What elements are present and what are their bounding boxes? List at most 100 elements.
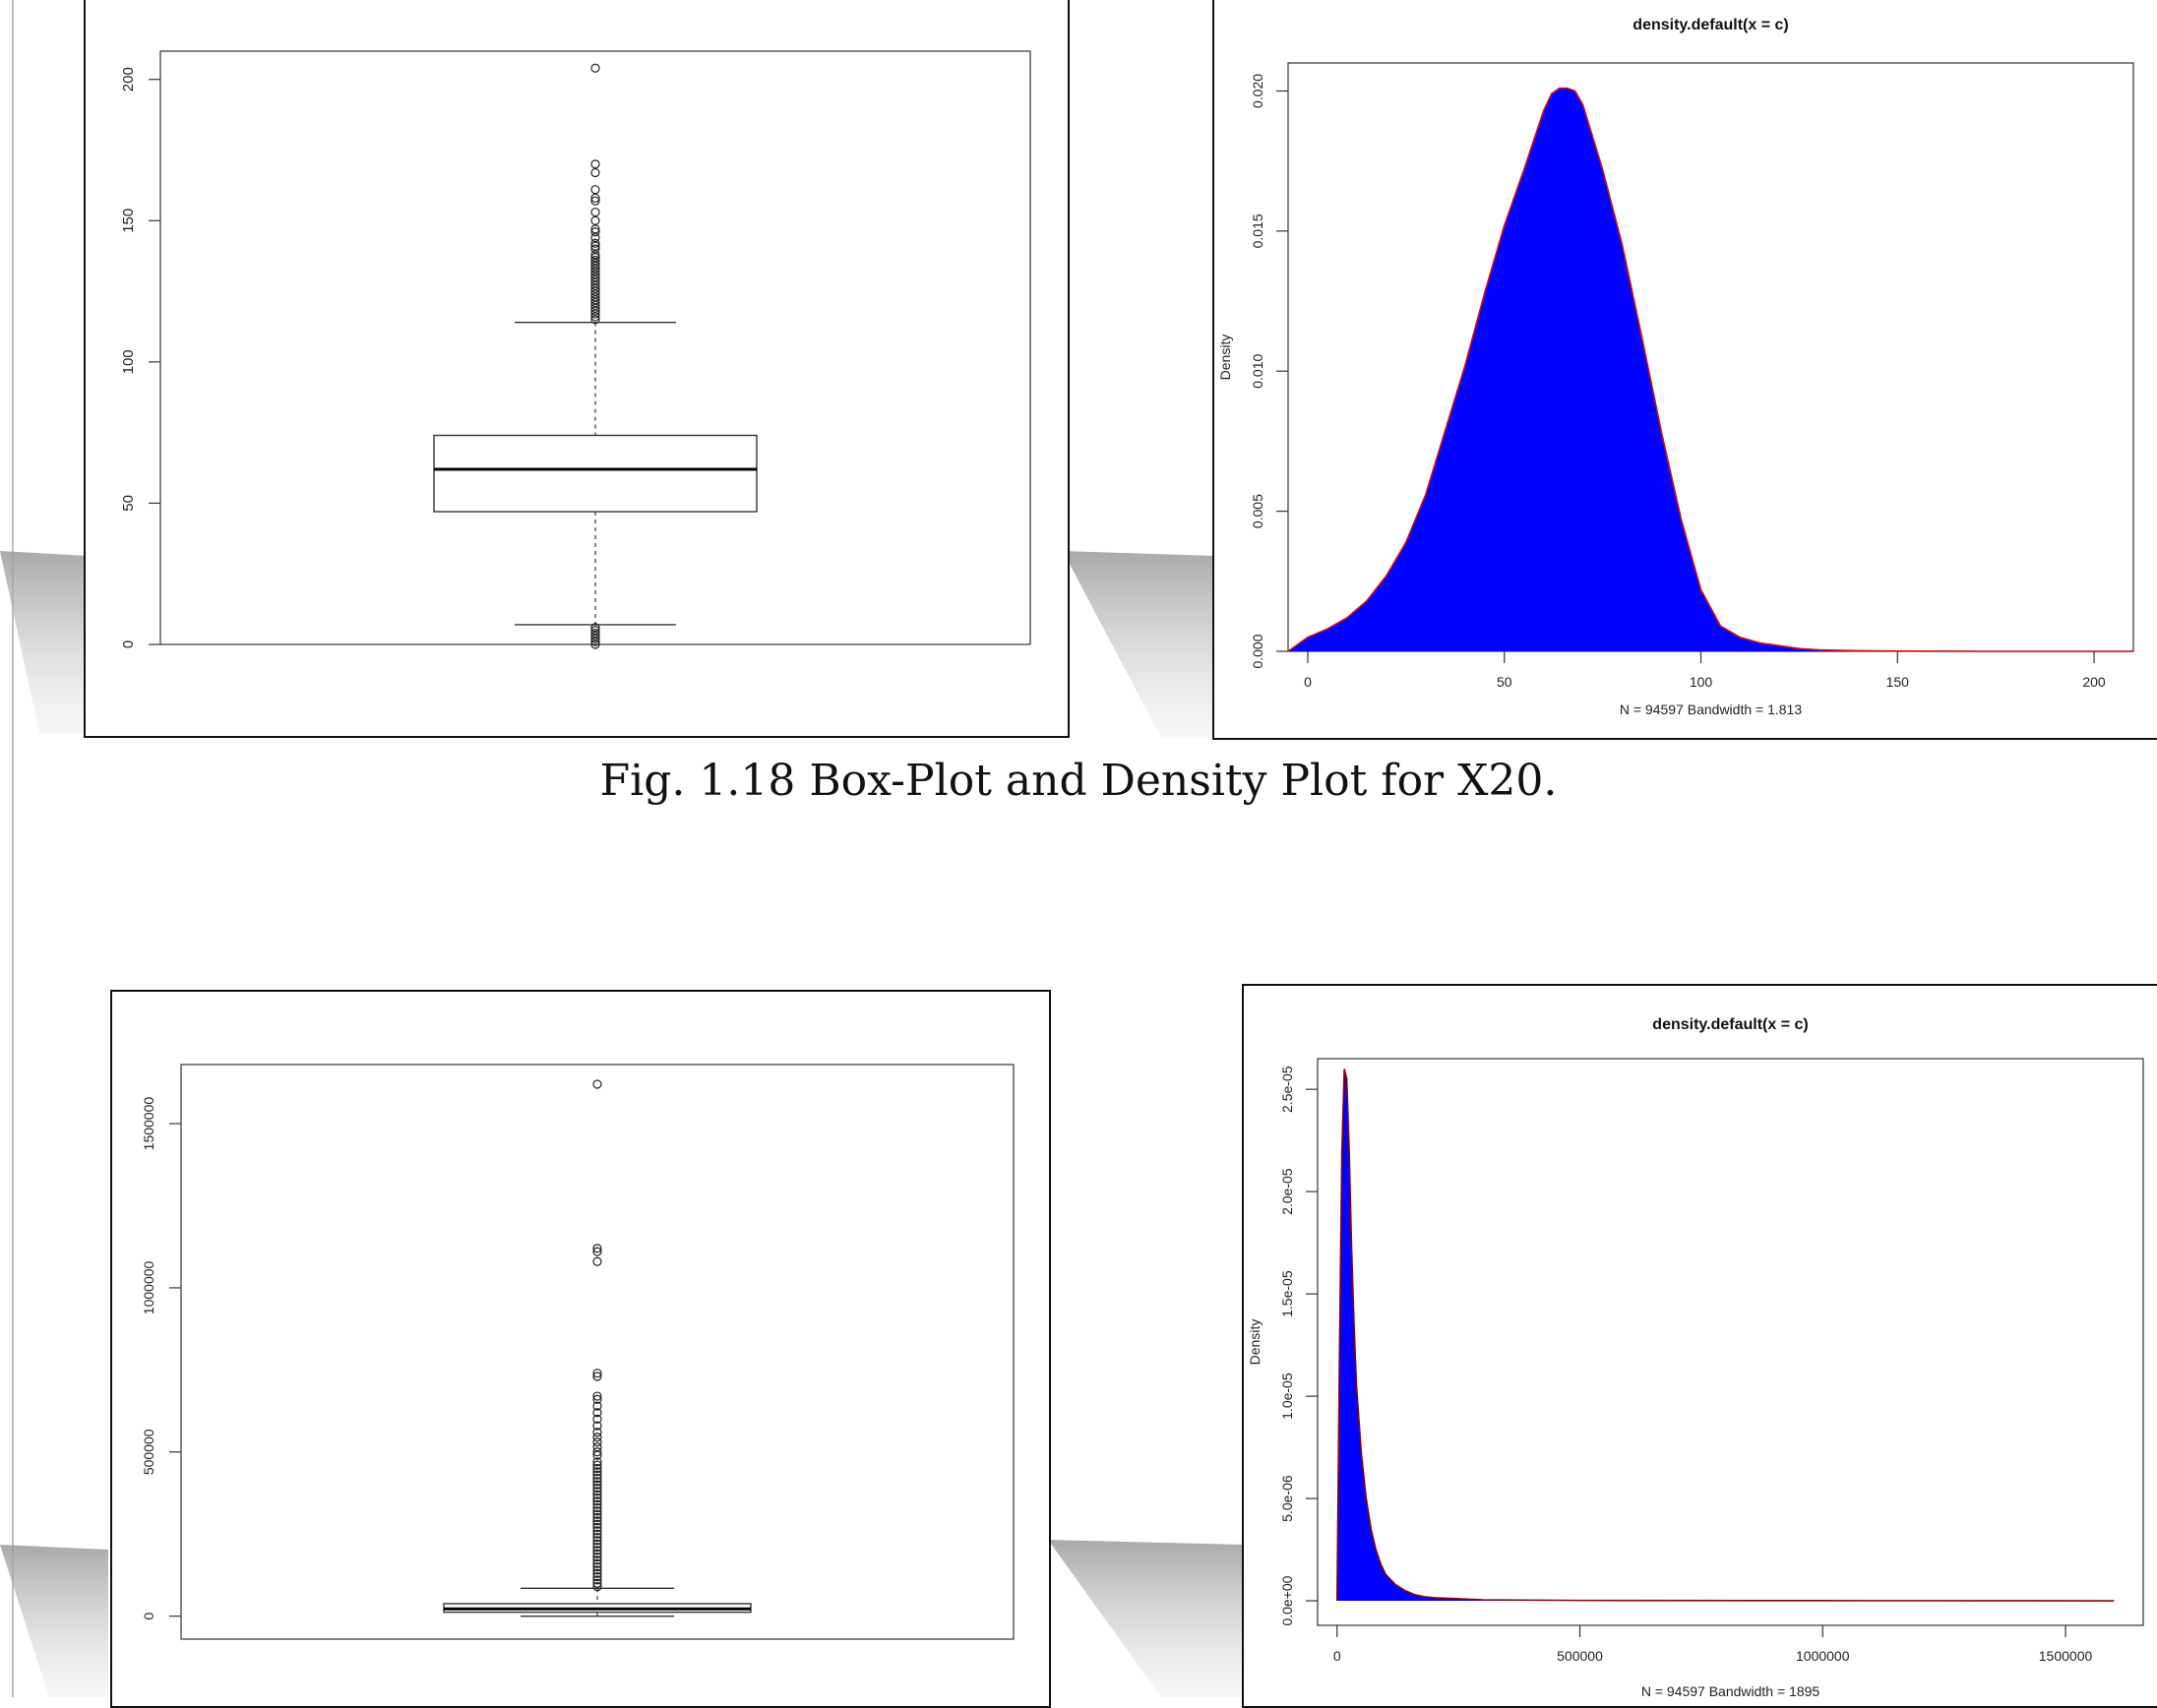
outlier-point	[592, 1480, 602, 1490]
outlier-point	[592, 1493, 602, 1503]
y-tick-label: 1.0e-05	[1279, 1372, 1295, 1420]
y-tick-label: 50	[120, 495, 137, 512]
density-area	[1336, 1068, 2115, 1602]
outlier-point	[590, 215, 600, 225]
y-tick-label: 100	[120, 349, 137, 374]
outlier-point	[592, 1529, 602, 1539]
plot-frame	[1317, 1058, 2144, 1626]
outlier-point	[592, 1496, 602, 1506]
density-panel-second: density.default(x = c) 0 500000 1000000 1500…	[1242, 984, 2157, 1708]
outlier-point	[590, 258, 600, 268]
page-left-rule	[12, 0, 14, 1697]
outlier-point	[590, 306, 600, 316]
outlier-point	[592, 1539, 602, 1549]
outlier-point	[592, 1509, 602, 1519]
outlier-point	[592, 1079, 602, 1089]
outlier-point	[590, 637, 600, 646]
outlier-point	[592, 1256, 602, 1266]
density-x20-chart: density.default(x = c) 0 50 100 150 200 0.000 0…	[1217, 17, 2134, 717]
x-tick-label: 150	[1886, 674, 1910, 690]
x-tick-label: 100	[1690, 674, 1713, 690]
outlier-point	[590, 628, 600, 639]
outlier-point	[592, 1391, 602, 1401]
outlier-point	[592, 1244, 602, 1253]
iqr-box	[433, 434, 758, 513]
outlier-point	[592, 1460, 602, 1470]
outlier-point	[590, 297, 600, 308]
outlier-point	[592, 1428, 602, 1437]
outlier-point	[592, 1536, 602, 1546]
outlier-point	[592, 1414, 602, 1425]
outlier-point	[590, 286, 600, 296]
outlier-point	[592, 1473, 602, 1484]
outlier-point	[590, 303, 600, 313]
y-tick-label: 0	[120, 640, 137, 648]
outlier-point	[592, 1442, 602, 1452]
outlier-point	[590, 253, 600, 263]
y-tick-label: 5.0e-06	[1279, 1475, 1295, 1522]
boxplot-second-chart: 0 500000 1000000 1500000	[141, 1064, 1015, 1640]
outlier-point	[592, 1401, 602, 1411]
outlier-point	[592, 1568, 602, 1578]
outlier-point	[590, 167, 600, 178]
y-tick-label: 2.0e-05	[1279, 1168, 1295, 1215]
y-tick-label: 150	[120, 209, 137, 233]
y-tick-label: 1.5e-05	[1279, 1270, 1295, 1317]
density-area	[1288, 88, 2133, 652]
outlier-point	[590, 626, 600, 636]
outlier-point	[592, 1437, 602, 1447]
outlier-point	[590, 224, 600, 234]
y-tick-label: 1000000	[141, 1260, 156, 1314]
outlier-point	[590, 208, 600, 217]
outlier-point	[592, 1463, 602, 1474]
chart-title: density.default(x = c)	[1633, 17, 1788, 33]
outlier-point	[592, 1512, 602, 1523]
y-axis-label: Density	[1247, 1319, 1263, 1366]
outlier-point	[592, 1499, 602, 1509]
outlier-point	[592, 1546, 602, 1556]
outlier-point	[592, 1561, 602, 1572]
outlier-point	[590, 312, 600, 322]
outlier-point	[592, 1247, 602, 1256]
outlier-point	[590, 277, 600, 288]
x-axis-label: N = 94597 Bandwidth = 1.813	[1620, 702, 1802, 717]
outlier-point	[590, 255, 600, 266]
outlier-point	[590, 159, 600, 169]
y-axis-label: Density	[1217, 335, 1233, 381]
x-tick-label: 1000000	[1796, 1648, 1850, 1664]
outlier-point	[590, 274, 600, 285]
outlier-point	[590, 300, 600, 311]
outlier-point	[592, 1532, 602, 1543]
outlier-point	[592, 1372, 602, 1381]
outlier-point	[592, 1578, 602, 1588]
outlier-point	[590, 634, 600, 643]
outlier-point	[592, 1522, 602, 1533]
outlier-point	[590, 289, 600, 299]
outlier-point	[592, 1549, 602, 1558]
x-axis-label: N = 94597 Bandwidth = 1895	[1641, 1683, 1820, 1699]
outlier-point	[590, 196, 600, 206]
outlier-point	[592, 1558, 602, 1568]
outlier-point	[590, 244, 600, 254]
outlier-point	[590, 261, 600, 271]
outlier-point	[592, 1490, 602, 1499]
y-tick-label: 2.5e-05	[1279, 1066, 1295, 1113]
outlier-point	[592, 1526, 602, 1536]
outlier-point	[592, 1519, 602, 1529]
y-tick-label: 1500000	[141, 1097, 156, 1151]
outlier-point	[592, 1433, 602, 1442]
outlier-point	[592, 1421, 602, 1431]
density-second-chart: density.default(x = c) 0 500000 1000000 1500…	[1247, 1016, 2144, 1699]
x-tick-label: 0	[1304, 674, 1312, 690]
outlier-point	[590, 250, 600, 260]
outlier-point	[592, 1408, 602, 1418]
outlier-point	[592, 1369, 602, 1378]
outlier-point	[590, 270, 600, 279]
outlier-point	[590, 267, 600, 276]
outlier-point	[592, 1552, 602, 1562]
outlier-point	[590, 232, 600, 243]
outlier-point	[590, 241, 600, 251]
outlier-point	[592, 1516, 602, 1526]
outlier-point	[592, 1582, 602, 1592]
density-line	[1287, 87, 2133, 652]
